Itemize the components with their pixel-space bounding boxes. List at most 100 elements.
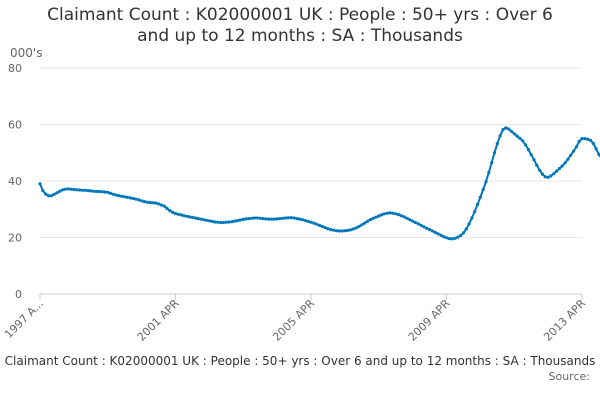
x-tick-label: 2005 APR <box>270 297 317 344</box>
data-point <box>549 174 553 178</box>
data-point <box>298 217 302 221</box>
x-tick-label: 2009 APR <box>406 297 453 344</box>
data-point <box>523 143 528 147</box>
data-point <box>128 196 132 200</box>
data-point <box>190 215 194 219</box>
data-point <box>343 229 347 233</box>
data-point <box>114 193 118 197</box>
data-point <box>521 139 525 143</box>
data-point <box>594 147 598 151</box>
data-point <box>207 219 211 223</box>
y-tick-label: 20 <box>8 232 22 245</box>
data-point <box>560 164 564 168</box>
data-point <box>439 233 443 237</box>
data-point <box>241 217 245 221</box>
data-point <box>199 217 203 221</box>
data-point <box>411 219 415 223</box>
data-point <box>63 187 67 191</box>
data-point <box>275 217 279 221</box>
data-point <box>221 220 226 225</box>
data-point <box>131 196 135 201</box>
data-point <box>289 216 293 220</box>
data-point <box>142 200 146 204</box>
data-point <box>332 228 336 232</box>
data-point <box>278 217 282 221</box>
data-point <box>151 201 155 205</box>
data-point <box>360 223 364 227</box>
data-point <box>55 191 59 195</box>
data-point <box>563 161 567 165</box>
data-point <box>363 221 367 225</box>
data-point <box>577 139 581 143</box>
data-point <box>326 227 330 231</box>
data-point <box>173 211 178 216</box>
data-point <box>306 219 310 223</box>
data-point <box>538 168 542 172</box>
data-point <box>354 226 358 230</box>
data-point <box>518 136 522 140</box>
data-point <box>230 220 234 224</box>
data-point <box>168 209 172 213</box>
data-point <box>346 228 350 232</box>
data-point <box>348 228 353 232</box>
y-tick-label: 0 <box>15 288 22 301</box>
data-point <box>586 137 590 141</box>
data-point <box>408 218 412 222</box>
data-point <box>396 213 401 217</box>
data-point <box>540 172 545 176</box>
data-point <box>422 225 426 229</box>
data-point <box>476 202 480 206</box>
data-point <box>247 217 251 221</box>
data-point <box>428 228 432 232</box>
data-point <box>196 217 200 221</box>
data-point <box>394 212 398 216</box>
data-point <box>281 216 285 220</box>
data-point <box>100 190 104 194</box>
data-point <box>470 216 474 220</box>
data-point <box>546 175 550 179</box>
y-tick-label: 80 <box>8 62 22 75</box>
data-point <box>244 217 248 221</box>
data-point <box>501 128 505 132</box>
data-point <box>58 189 62 193</box>
data-point <box>444 236 449 240</box>
y-tick-label: 60 <box>8 119 22 132</box>
data-point <box>337 229 341 233</box>
data-point <box>80 188 84 192</box>
data-point <box>193 216 197 220</box>
data-point <box>323 226 327 230</box>
x-tick-label: 2001 APR <box>135 297 182 344</box>
data-point <box>165 206 169 210</box>
data-point <box>89 189 93 193</box>
data-point <box>464 227 468 231</box>
data-point <box>284 216 288 220</box>
data-point <box>456 235 460 239</box>
data-point <box>340 229 344 233</box>
data-point <box>580 137 584 141</box>
data-point <box>250 216 254 220</box>
data-point <box>123 195 127 199</box>
data-point <box>258 216 262 220</box>
data-point <box>111 192 115 196</box>
data-point <box>405 216 409 220</box>
data-point <box>185 214 189 218</box>
data-point <box>77 188 82 192</box>
data-point <box>382 212 386 216</box>
data-point <box>320 224 324 229</box>
data-point <box>419 223 423 227</box>
data-point <box>442 235 446 239</box>
data-point <box>154 201 158 205</box>
x-tick-label: 1997 A... <box>2 297 46 341</box>
data-point <box>569 153 573 157</box>
data-point <box>106 190 110 194</box>
data-point <box>504 126 508 130</box>
data-point <box>261 217 265 221</box>
data-point <box>159 203 163 207</box>
data-point <box>303 219 307 223</box>
chart-title-line-2: and up to 12 months : SA : Thousands <box>137 26 463 46</box>
data-point <box>490 161 494 165</box>
data-point <box>264 217 268 221</box>
data-point <box>295 217 299 221</box>
data-point <box>224 220 228 224</box>
x-tick-labels: 1997 A... 2001 APR 2005 APR 2009 APR 2013 AP… <box>2 297 588 344</box>
